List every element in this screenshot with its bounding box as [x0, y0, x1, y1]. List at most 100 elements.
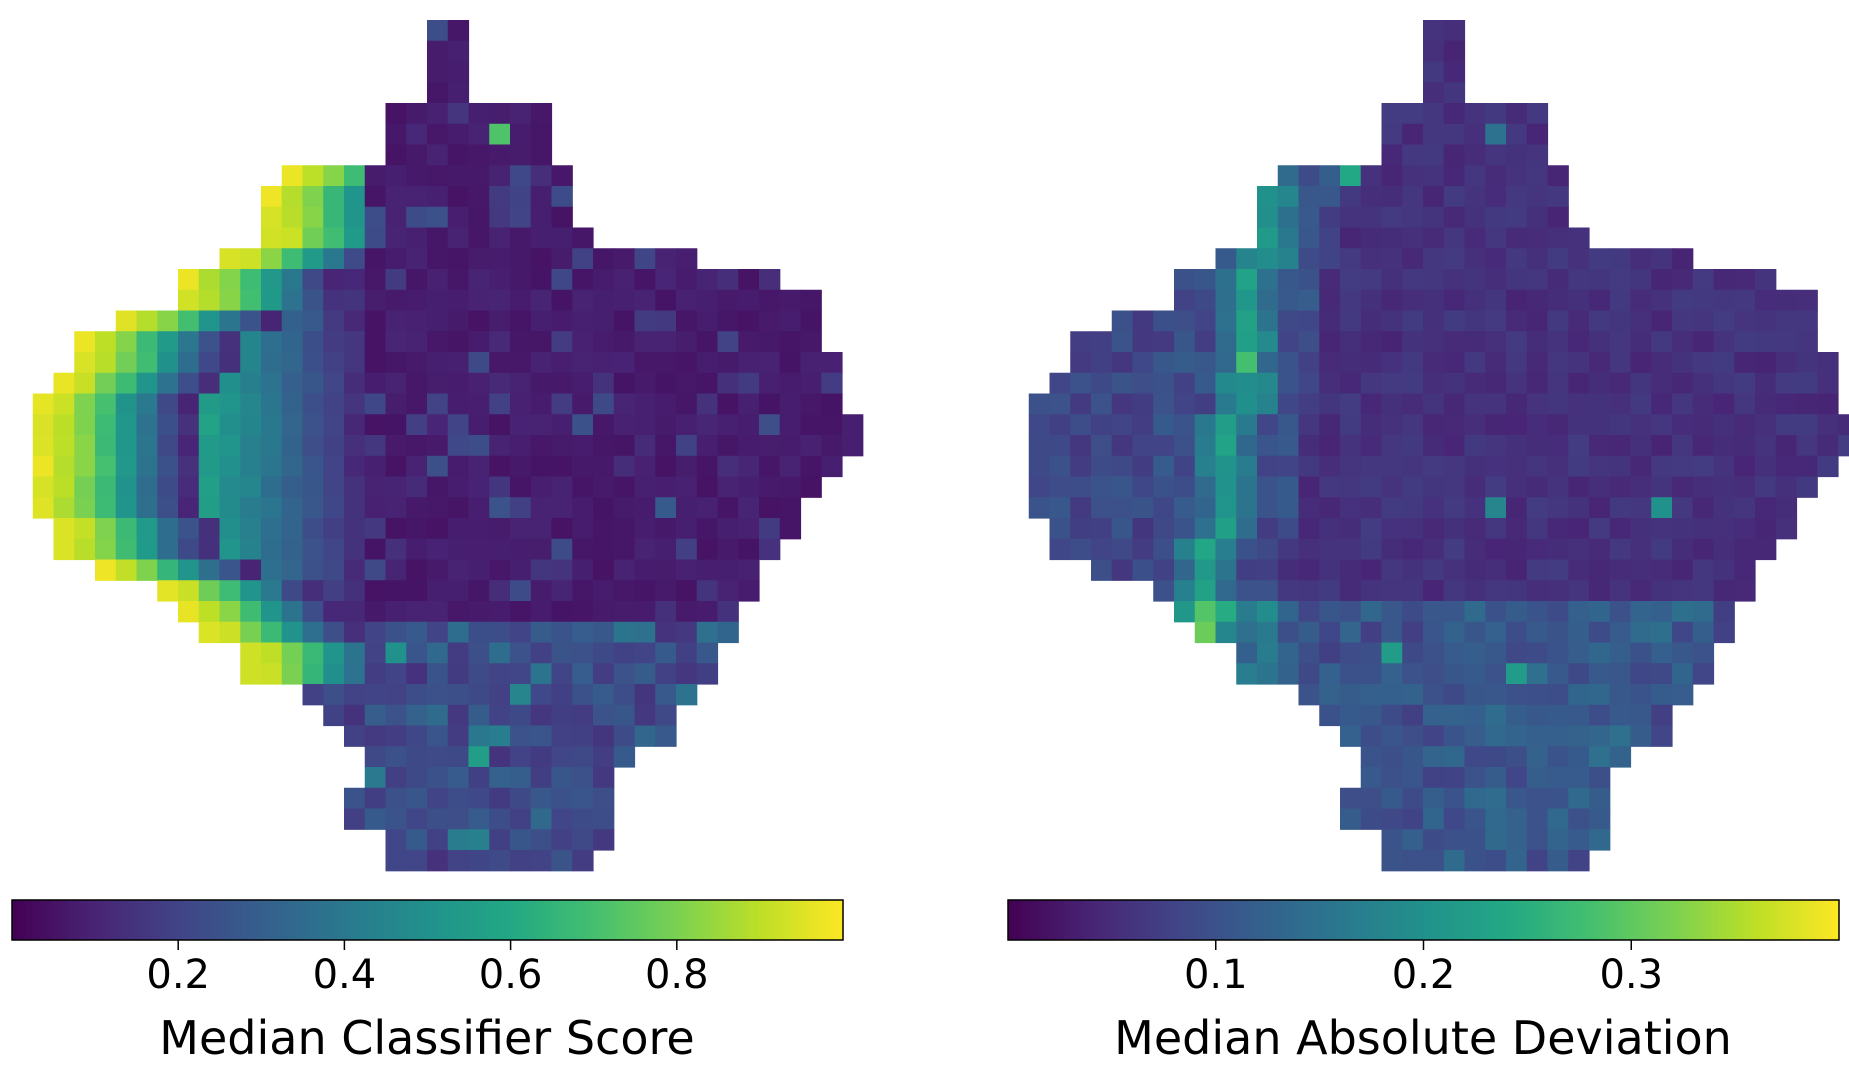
- score-cell: [759, 414, 781, 436]
- score-cell: [489, 559, 511, 581]
- mad-cell: [1236, 435, 1258, 457]
- mad-cell: [1277, 663, 1300, 685]
- score-cell: [219, 559, 241, 581]
- score-cell: [157, 559, 179, 581]
- score-cell: [530, 310, 553, 332]
- mad-cell: [1651, 372, 1673, 395]
- mad-cell: [1568, 372, 1590, 395]
- score-cell: [219, 269, 241, 291]
- score-cell: [696, 621, 719, 644]
- score-cell: [613, 746, 636, 768]
- score-cell: [261, 518, 283, 540]
- score-cell: [468, 227, 490, 249]
- score-cell: [759, 518, 781, 540]
- mad-cell: [1485, 850, 1507, 872]
- mad-cell: [1526, 684, 1549, 706]
- score-cell: [738, 580, 760, 602]
- score-cell: [198, 352, 221, 374]
- mad-cell: [1651, 289, 1673, 312]
- score-cell: [240, 414, 262, 436]
- score-cell: [115, 435, 138, 457]
- mad-cell: [1713, 538, 1735, 561]
- score-cell: [572, 331, 594, 353]
- score-cell: [53, 476, 75, 498]
- score-cell: [696, 663, 719, 685]
- score-cell: [261, 414, 283, 436]
- score-cell: [530, 850, 553, 872]
- score-cell: [74, 538, 96, 561]
- score-cell: [364, 559, 387, 581]
- mad-cell: [1215, 518, 1237, 540]
- mad-cell: [1443, 767, 1466, 789]
- score-cell: [447, 289, 470, 312]
- mad-cell: [1464, 103, 1486, 125]
- score-cell: [344, 227, 366, 249]
- score-cell: [385, 393, 407, 415]
- score-cell: [157, 372, 179, 395]
- mad-cell: [1340, 455, 1362, 478]
- score-cell: [344, 248, 366, 270]
- mad-cell: [1485, 103, 1507, 125]
- mad-cell: [1485, 476, 1507, 498]
- mad-cell: [1692, 269, 1715, 291]
- score-cell: [717, 518, 739, 540]
- score-cell: [572, 704, 594, 727]
- mad-cell: [1609, 621, 1632, 644]
- mad-cell: [1277, 642, 1300, 664]
- score-cell: [261, 476, 283, 498]
- score-cell: [779, 393, 802, 415]
- score-cell: [510, 144, 532, 166]
- score-cell: [738, 435, 760, 457]
- score-cell: [219, 310, 241, 332]
- score-cell: [551, 746, 573, 768]
- score-cell: [178, 414, 200, 436]
- mad-cell: [1340, 435, 1362, 457]
- mad-cell: [1692, 538, 1715, 561]
- mad-cell: [1402, 808, 1424, 830]
- score-cell: [510, 310, 532, 332]
- score-cell: [593, 310, 615, 332]
- score-cell: [385, 455, 407, 478]
- score-cell: [676, 684, 698, 706]
- mad-cell: [1526, 103, 1549, 125]
- mad-cell: [1713, 352, 1735, 374]
- mad-cell: [1402, 227, 1424, 249]
- score-cell: [447, 82, 470, 104]
- score-cell: [406, 393, 428, 415]
- score-cell: [261, 393, 283, 415]
- mad-cell: [1547, 850, 1569, 872]
- colorbar-mad-label: Median Absolute Deviation: [1114, 1011, 1732, 1065]
- mad-cell: [1381, 829, 1403, 851]
- mad-cell: [1070, 455, 1092, 478]
- colorbar-score-tick-label: 0.2: [146, 952, 210, 998]
- mad-cell: [1049, 538, 1071, 561]
- score-cell: [406, 372, 428, 395]
- mad-cell: [1526, 372, 1549, 395]
- score-cell: [302, 497, 324, 519]
- score-cell: [323, 310, 345, 332]
- mad-cell: [1526, 331, 1549, 353]
- score-cell: [572, 663, 594, 685]
- score-cell: [198, 559, 221, 581]
- mad-cell: [1506, 331, 1528, 353]
- score-cell: [32, 435, 55, 457]
- score-cell: [115, 372, 138, 395]
- score-cell: [344, 476, 366, 498]
- mad-cell: [1443, 580, 1466, 602]
- score-cell: [344, 642, 366, 664]
- mad-cell: [1319, 684, 1341, 706]
- mad-cell: [1402, 601, 1424, 623]
- mad-cell: [1692, 642, 1715, 664]
- score-cell: [427, 704, 449, 727]
- mad-cell: [1070, 476, 1092, 498]
- mad-cell: [1568, 455, 1590, 478]
- score-cell: [759, 497, 781, 519]
- mad-cell: [1713, 372, 1735, 395]
- mad-cell: [1485, 829, 1507, 851]
- mad-cell: [1381, 269, 1403, 291]
- mad-cell: [1236, 518, 1258, 540]
- score-cell: [676, 414, 698, 436]
- score-cell: [510, 289, 532, 312]
- mad-cell: [1070, 497, 1092, 519]
- mad-cell: [1464, 808, 1486, 830]
